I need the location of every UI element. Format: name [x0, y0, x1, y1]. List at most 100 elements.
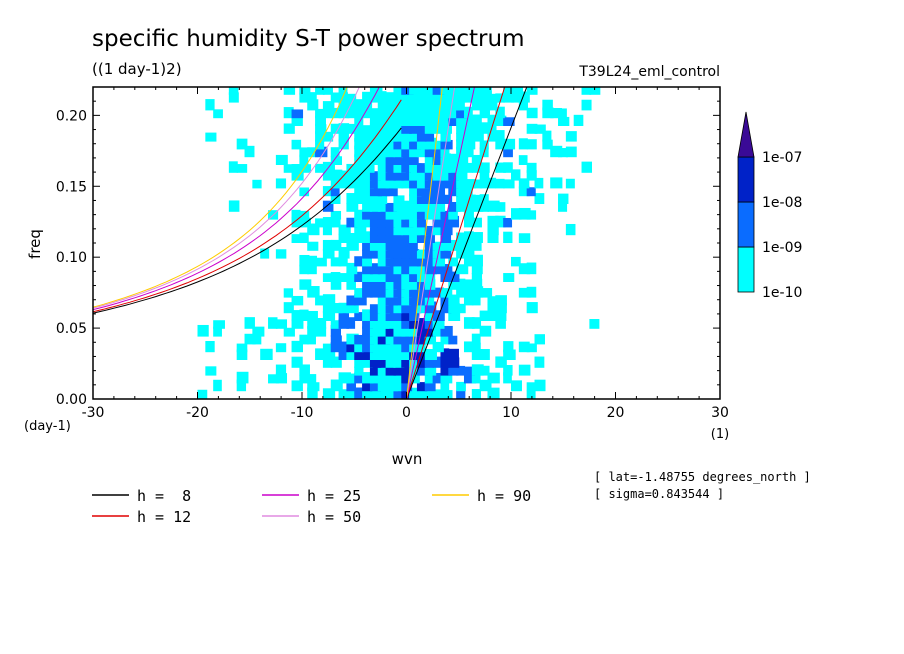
power-cell [401, 115, 411, 126]
power-cell [275, 154, 288, 165]
power-cell [401, 262, 412, 275]
power-cell [487, 131, 499, 142]
power-cell [330, 379, 343, 392]
power-cell [330, 123, 343, 134]
power-cell [330, 356, 342, 368]
power-cell [463, 184, 473, 197]
power-cell [487, 232, 499, 243]
power-cell [369, 272, 382, 282]
power-cell [424, 270, 436, 282]
power-cell [463, 106, 473, 119]
power-cell [503, 349, 516, 360]
power-cell [377, 210, 389, 220]
power-cell [495, 356, 507, 368]
power-cell [385, 92, 395, 103]
power-cell [534, 124, 546, 134]
power-cell [409, 116, 421, 126]
power-cell [369, 248, 379, 259]
power-cell [440, 270, 453, 282]
power-cell [463, 317, 475, 329]
power-cell [503, 90, 515, 103]
power-cell [197, 324, 209, 337]
power-cell [409, 309, 420, 321]
power-cell [346, 303, 359, 314]
power-cell [463, 286, 477, 298]
power-cell [369, 201, 381, 212]
power-cell [542, 107, 554, 119]
power-cell [432, 247, 443, 259]
power-cell [456, 139, 466, 150]
power-cell [534, 356, 545, 368]
power-cell [479, 379, 492, 392]
power-cell [401, 288, 412, 298]
power-cell [424, 249, 437, 259]
power-cell [322, 200, 334, 212]
power-cell [299, 374, 310, 384]
power-cell [369, 334, 382, 345]
power-cell [377, 288, 390, 298]
power-cell [416, 171, 428, 181]
power-cell [393, 195, 405, 204]
power-cell [432, 356, 442, 368]
power-cell [299, 279, 312, 290]
power-cell [362, 288, 373, 298]
power-cell [393, 374, 403, 384]
power-cell [393, 154, 404, 165]
power-cell [322, 302, 335, 314]
power-cell [409, 255, 420, 267]
power-cell [401, 365, 411, 376]
x-tick-label: 10 [502, 405, 520, 421]
power-cell [354, 130, 367, 142]
power-cell [322, 248, 335, 259]
power-cell [369, 240, 382, 251]
power-cell [401, 106, 414, 119]
power-cell [503, 372, 512, 384]
power-cell [487, 224, 499, 236]
power-cell [463, 279, 474, 290]
power-cell [526, 170, 537, 181]
power-cell [471, 278, 483, 290]
power-cell [401, 178, 413, 189]
power-cell [518, 233, 531, 243]
power-cell [236, 371, 249, 384]
power-cell [471, 263, 483, 275]
power-cell [307, 335, 316, 345]
power-cell [456, 122, 468, 134]
mrg-h25 [93, 87, 380, 311]
power-cell [456, 247, 467, 259]
power-cell [471, 388, 481, 399]
power-cell [401, 171, 414, 181]
power-cell [471, 333, 481, 345]
x-axis-label: wvn [392, 450, 423, 468]
power-cell [377, 256, 390, 267]
power-cell [385, 178, 398, 189]
power-cell [385, 372, 397, 384]
power-cell [291, 310, 303, 321]
power-cell [503, 365, 513, 376]
power-cell [471, 349, 483, 360]
power-cell [275, 373, 288, 384]
colorbar-box [737, 201, 755, 248]
power-cell [424, 137, 437, 150]
power-cell [362, 231, 372, 243]
power-cell [479, 202, 490, 212]
power-cell [377, 215, 388, 228]
power-cell [330, 325, 341, 337]
power-cell [518, 287, 532, 298]
power-cell [377, 232, 388, 243]
power-cell [377, 294, 389, 306]
power-cell [440, 234, 452, 243]
power-cell [471, 179, 483, 189]
power-cell [511, 87, 524, 95]
power-cell [299, 364, 310, 376]
power-cell [377, 366, 391, 376]
power-cell [362, 372, 374, 384]
power-cell [322, 388, 336, 399]
power-cell [393, 380, 403, 392]
power-cell [448, 239, 458, 251]
power-cell [338, 170, 351, 181]
power-cell [330, 156, 343, 165]
power-cell [369, 389, 381, 399]
power-cell [456, 264, 469, 275]
power-cell [354, 334, 365, 345]
